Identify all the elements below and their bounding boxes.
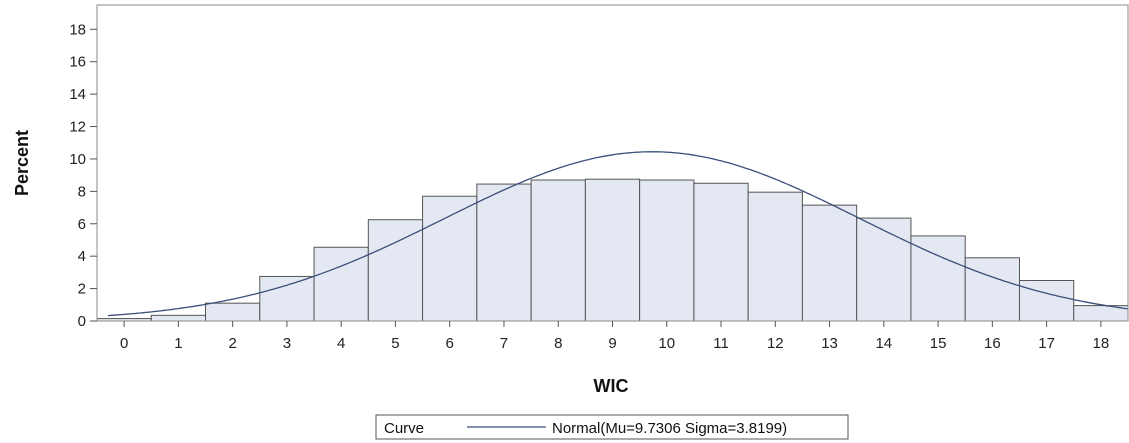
x-tick-label: 18: [1093, 335, 1110, 352]
histogram-bar: [530, 179, 586, 322]
x-tick-label: 6: [446, 335, 454, 352]
histogram-bar: [150, 314, 207, 322]
y-axis-title: Percent: [12, 130, 32, 196]
x-tick-label: 4: [337, 335, 345, 352]
histogram-bar: [1018, 279, 1075, 322]
legend-title: Curve: [384, 420, 424, 437]
x-tick-label: 17: [1038, 335, 1055, 352]
y-tick-label: 8: [78, 183, 86, 200]
legend-entry: Normal(Mu=9.7306 Sigma=3.8199): [552, 420, 787, 437]
y-tick-label: 0: [78, 313, 86, 330]
y-tick-label: 16: [69, 54, 86, 71]
histogram-bar: [910, 235, 966, 322]
x-tick-label: 13: [821, 335, 838, 352]
histogram-bar: [964, 257, 1020, 322]
x-tick-label: 12: [767, 335, 784, 352]
x-tick-label: 0: [120, 335, 128, 352]
histogram-bar: [856, 217, 912, 322]
x-tick-label: 9: [608, 335, 616, 352]
legend-box: [375, 414, 849, 440]
x-tick-label: 5: [391, 335, 399, 352]
y-tick-label: 4: [78, 248, 86, 265]
y-tick-label: 18: [69, 21, 86, 38]
x-tick-label: 2: [228, 335, 236, 352]
x-axis-title: WIC: [594, 376, 629, 396]
histogram-bar: [639, 179, 695, 322]
bars-layer: [96, 178, 1129, 322]
y-tick-label: 14: [69, 86, 86, 103]
histogram-bar: [801, 204, 858, 322]
x-tick-label: 7: [500, 335, 508, 352]
histogram-bar: [422, 195, 478, 322]
y-tick-label: 12: [69, 119, 86, 136]
histogram-bar: [747, 191, 803, 322]
histogram-bar: [205, 302, 261, 322]
x-tick-label: 11: [713, 335, 729, 352]
x-tick-label: 16: [984, 335, 1001, 352]
x-tick-label: 8: [554, 335, 562, 352]
histogram-bar: [259, 275, 315, 322]
histogram-bar: [476, 183, 532, 322]
x-axis: 0 1 2 3 4 5 6 7 8 9 10 11 12 13 14 15 16 17 18: [120, 321, 1109, 352]
y-tick-label: 6: [78, 216, 86, 233]
x-tick-label: 15: [930, 335, 947, 352]
legend: Curve Normal(Mu=9.7306 Sigma=3.8199): [375, 414, 849, 440]
x-tick-label: 3: [283, 335, 291, 352]
x-tick-label: 1: [174, 335, 182, 352]
histogram-bar: [584, 178, 641, 322]
x-tick-label: 14: [875, 335, 892, 352]
y-tick-label: 10: [69, 151, 86, 168]
histogram-bar: [367, 219, 424, 322]
normal-curve: [107, 151, 1129, 317]
y-tick-label: 2: [78, 281, 86, 298]
x-tick-label: 10: [658, 335, 675, 352]
histogram-bar: [693, 182, 749, 322]
y-axis: 0 2 4 6 8 10 12 14 16 18: [69, 21, 97, 330]
